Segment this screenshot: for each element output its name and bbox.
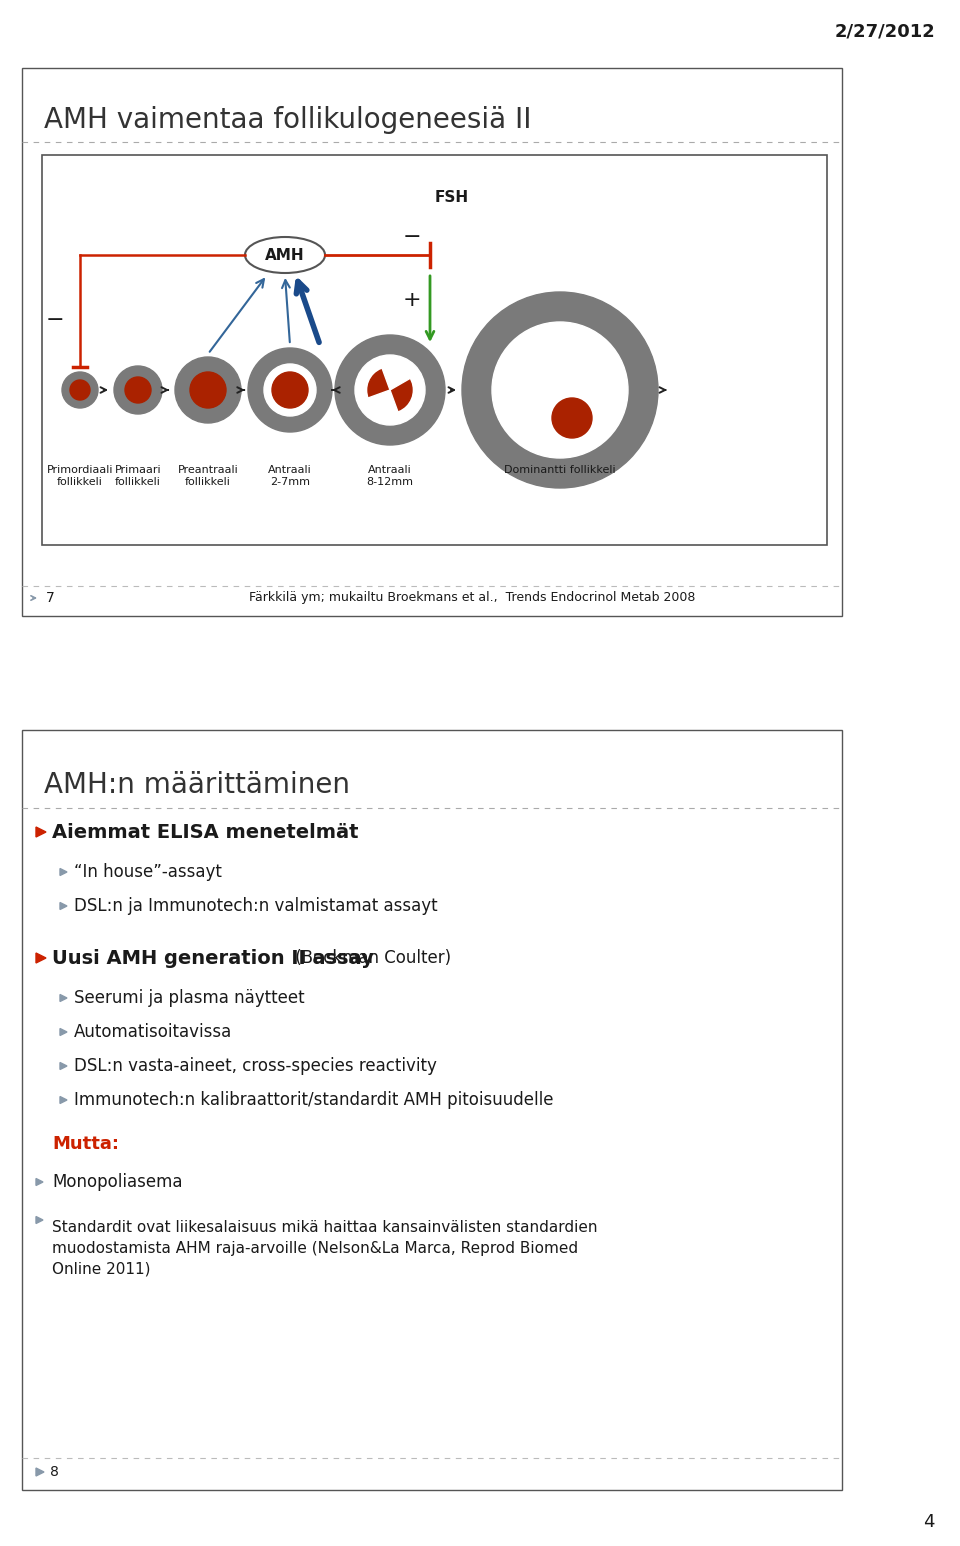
Text: FSH: FSH — [435, 190, 469, 206]
Text: (Beckman Coulter): (Beckman Coulter) — [290, 949, 451, 966]
Text: Uusi AMH generation II assay: Uusi AMH generation II assay — [52, 949, 373, 968]
Polygon shape — [36, 952, 46, 963]
Text: Preantraali
follikkeli: Preantraali follikkeli — [178, 465, 238, 487]
Polygon shape — [36, 1217, 43, 1223]
Text: Automatisoitavissa: Automatisoitavissa — [74, 1023, 232, 1040]
Circle shape — [114, 366, 162, 414]
Circle shape — [335, 335, 445, 445]
Polygon shape — [60, 1096, 67, 1104]
Polygon shape — [36, 1178, 43, 1186]
Circle shape — [264, 363, 316, 416]
Circle shape — [248, 348, 332, 431]
Polygon shape — [36, 827, 46, 836]
Text: Seerumi ja plasma näytteet: Seerumi ja plasma näytteet — [74, 989, 304, 1006]
Circle shape — [62, 373, 98, 408]
Text: DSL:n ja Immunotech:n valmistamat assayt: DSL:n ja Immunotech:n valmistamat assayt — [74, 897, 438, 915]
Wedge shape — [378, 357, 419, 390]
Text: Färkkilä ym; mukailtu Broekmans et al.,  Trends Endocrinol Metab 2008: Färkkilä ym; mukailtu Broekmans et al., … — [249, 592, 695, 604]
Text: 7: 7 — [46, 591, 55, 604]
Polygon shape — [36, 1469, 44, 1476]
Polygon shape — [60, 1062, 67, 1070]
Text: −: − — [402, 227, 421, 247]
Text: Mutta:: Mutta: — [52, 1135, 119, 1153]
Text: AMH: AMH — [265, 247, 305, 263]
Wedge shape — [359, 390, 401, 424]
Circle shape — [552, 397, 592, 438]
Text: Primordiaali
follikkeli: Primordiaali follikkeli — [47, 465, 113, 487]
Text: Standardit ovat liikesalaisuus mikä haittaa kansainvälisten standardien
muodosta: Standardit ovat liikesalaisuus mikä hait… — [52, 1220, 597, 1277]
Polygon shape — [60, 869, 67, 875]
Circle shape — [272, 373, 308, 408]
Text: 8: 8 — [50, 1466, 59, 1480]
Bar — [42, 155, 827, 546]
Polygon shape — [60, 994, 67, 1002]
Polygon shape — [60, 903, 67, 909]
Text: 2/27/2012: 2/27/2012 — [834, 23, 935, 42]
Circle shape — [190, 373, 226, 408]
Circle shape — [368, 368, 412, 411]
Text: −: − — [46, 311, 64, 329]
Text: AMH vaimentaa follikulogeneesiä II: AMH vaimentaa follikulogeneesiä II — [44, 107, 532, 135]
Bar — [22, 730, 842, 1490]
Text: 4: 4 — [924, 1514, 935, 1531]
Text: Monopoliasema: Monopoliasema — [52, 1173, 182, 1190]
Circle shape — [355, 356, 425, 425]
Circle shape — [175, 357, 241, 424]
Bar — [22, 68, 842, 615]
Circle shape — [492, 322, 628, 458]
Polygon shape — [60, 1028, 67, 1036]
Text: +: + — [402, 291, 421, 311]
Text: Antraali
8-12mm: Antraali 8-12mm — [367, 465, 414, 487]
Text: Antraali
2-7mm: Antraali 2-7mm — [268, 465, 312, 487]
Circle shape — [70, 380, 90, 400]
Text: “In house”-assayt: “In house”-assayt — [74, 863, 222, 881]
Circle shape — [462, 292, 658, 489]
Circle shape — [125, 377, 151, 404]
Text: Aiemmat ELISA menetelmät: Aiemmat ELISA menetelmät — [52, 822, 358, 841]
Text: Dominantti follikkeli: Dominantti follikkeli — [504, 465, 615, 475]
Text: DSL:n vasta-aineet, cross-species reactivity: DSL:n vasta-aineet, cross-species reacti… — [74, 1057, 437, 1074]
Ellipse shape — [245, 237, 325, 274]
Text: Immunotech:n kalibraattorit/standardit AMH pitoisuudelle: Immunotech:n kalibraattorit/standardit A… — [74, 1091, 554, 1108]
Text: Primaari
follikkeli: Primaari follikkeli — [114, 465, 161, 487]
Text: AMH:n määrittäminen: AMH:n määrittäminen — [44, 771, 350, 799]
